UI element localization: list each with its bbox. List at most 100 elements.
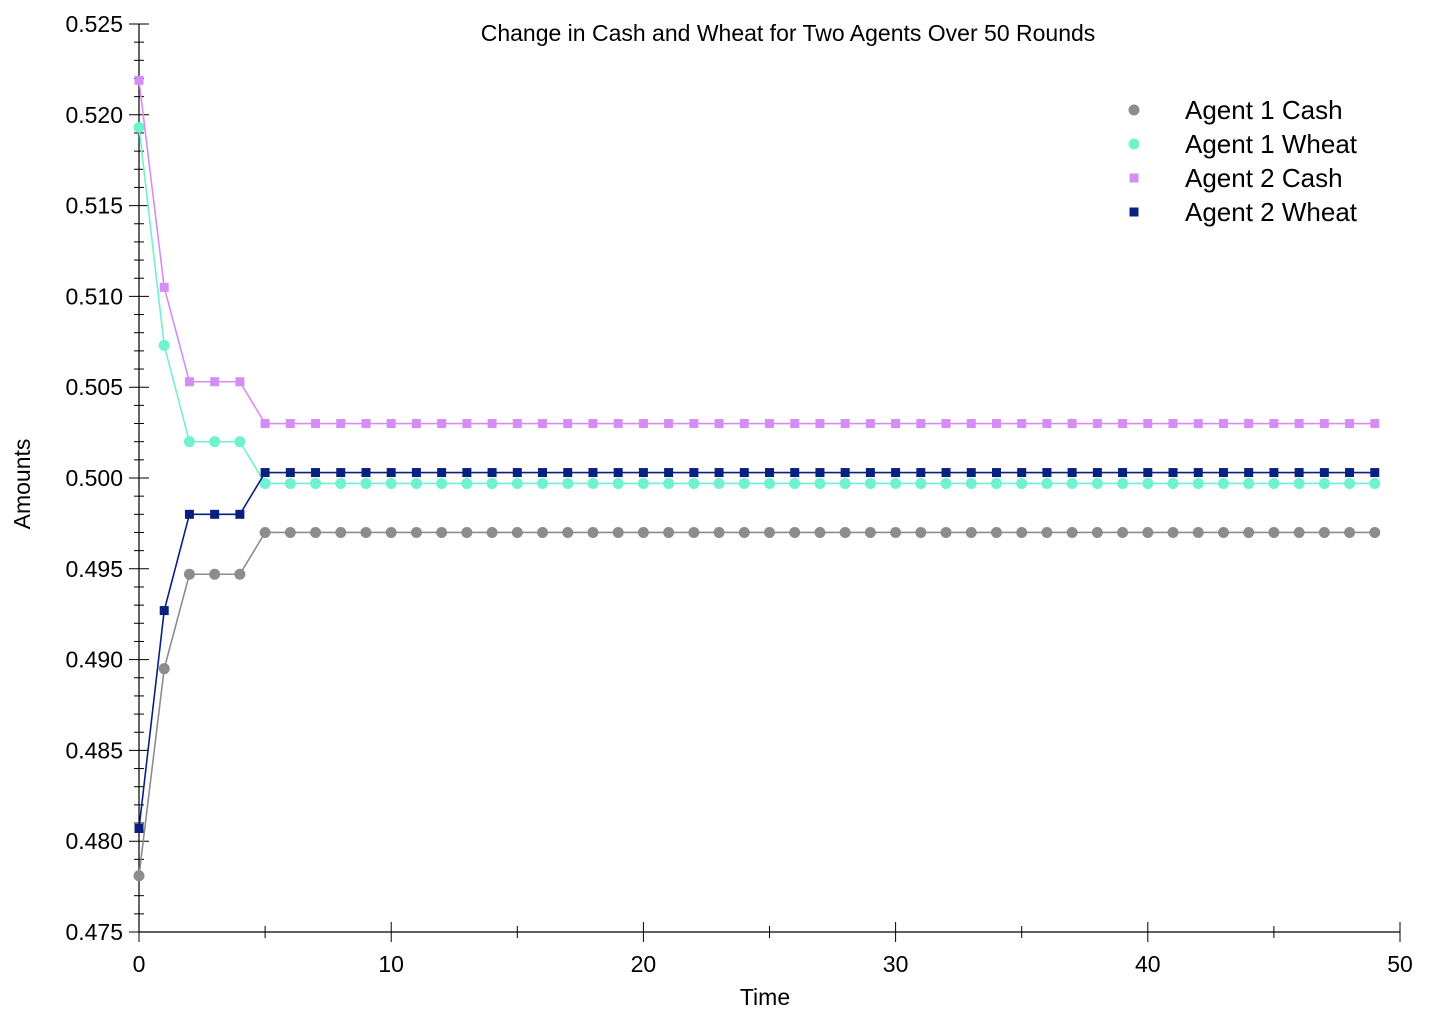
data-point	[210, 509, 220, 519]
legend-label: Agent 2 Wheat	[1185, 197, 1358, 227]
y-tick-label: 0.510	[65, 283, 123, 309]
data-point	[966, 419, 976, 429]
data-point	[1017, 468, 1027, 478]
legend-item: Agent 2 Cash	[1129, 163, 1343, 193]
data-point	[210, 377, 220, 387]
legend-marker	[1128, 138, 1140, 150]
data-point	[1167, 477, 1179, 489]
series-layer	[133, 75, 1381, 882]
data-point	[133, 122, 145, 134]
data-point	[865, 468, 875, 478]
data-point	[285, 419, 295, 429]
data-point	[512, 468, 522, 478]
x-tick-label: 0	[133, 951, 146, 977]
data-point	[1091, 526, 1103, 538]
data-point	[764, 526, 775, 538]
data-point	[915, 526, 927, 538]
data-point	[1117, 526, 1129, 538]
legend-marker	[1129, 173, 1139, 183]
data-point	[890, 477, 902, 489]
data-point	[437, 419, 447, 429]
data-point	[714, 419, 724, 429]
data-point	[537, 477, 549, 489]
data-point	[360, 526, 372, 538]
data-point	[159, 282, 169, 292]
x-tick-label: 10	[378, 951, 404, 977]
x-tick-label: 40	[1135, 951, 1161, 977]
y-tick-label: 0.520	[65, 102, 123, 128]
data-point	[613, 468, 623, 478]
data-point	[1042, 468, 1052, 478]
data-point	[184, 377, 194, 387]
data-point	[1066, 526, 1078, 538]
y-tick-label: 0.525	[65, 11, 123, 37]
series-line	[138, 471, 1375, 829]
data-point	[410, 477, 422, 489]
data-point	[511, 526, 523, 538]
data-point	[1017, 419, 1027, 429]
data-point	[588, 468, 598, 478]
data-point	[538, 468, 548, 478]
series-agent-1-cash	[133, 526, 1381, 882]
data-point	[588, 419, 598, 429]
data-point	[386, 419, 396, 429]
data-point	[1041, 477, 1053, 489]
data-point	[1142, 526, 1154, 538]
data-point	[638, 419, 648, 429]
legend-marker	[1129, 207, 1139, 217]
data-point	[1091, 477, 1103, 489]
data-point	[336, 419, 346, 429]
data-point	[310, 477, 322, 489]
data-point	[1193, 419, 1203, 429]
legend-item: Agent 2 Wheat	[1129, 197, 1358, 227]
data-point	[1243, 477, 1255, 489]
data-point	[1244, 468, 1254, 478]
data-point	[1268, 477, 1280, 489]
data-point	[1370, 468, 1380, 478]
data-point	[991, 468, 1001, 478]
data-point	[461, 526, 473, 538]
legend-item: Agent 1 Wheat	[1128, 129, 1358, 159]
data-point	[1294, 468, 1304, 478]
data-point	[663, 526, 675, 538]
data-point	[990, 526, 1002, 538]
data-point	[284, 526, 296, 538]
data-point	[840, 468, 850, 478]
data-point	[411, 419, 421, 429]
data-point	[890, 526, 902, 538]
data-point	[739, 468, 749, 478]
data-point	[335, 526, 347, 538]
data-point	[1143, 419, 1153, 429]
data-point	[1016, 477, 1028, 489]
data-point	[864, 526, 876, 538]
data-point	[739, 419, 749, 429]
data-point	[1218, 468, 1228, 478]
data-point	[563, 468, 573, 478]
data-point	[209, 568, 221, 580]
x-tick-label: 30	[883, 951, 909, 977]
data-point	[790, 468, 800, 478]
data-point	[209, 436, 221, 448]
data-point	[814, 477, 826, 489]
data-point	[133, 870, 145, 882]
data-point	[1318, 526, 1330, 538]
data-point	[512, 419, 522, 429]
data-point	[1092, 468, 1102, 478]
data-point	[335, 477, 347, 489]
data-point	[158, 663, 170, 675]
data-point	[941, 419, 951, 429]
data-point	[1370, 419, 1380, 429]
legend: Agent 1 Cash Agent 1 Wheat Agent 2 Cash Age…	[1128, 95, 1358, 227]
data-point	[1318, 477, 1330, 489]
data-point	[765, 419, 774, 429]
data-point	[385, 526, 397, 538]
data-point	[714, 468, 724, 478]
data-point	[840, 419, 850, 429]
data-point	[1168, 468, 1178, 478]
data-point	[1217, 526, 1229, 538]
series-agent-1-wheat	[133, 122, 1381, 489]
data-point	[487, 468, 497, 478]
data-point	[411, 468, 421, 478]
legend-label: Agent 1 Cash	[1185, 95, 1343, 125]
